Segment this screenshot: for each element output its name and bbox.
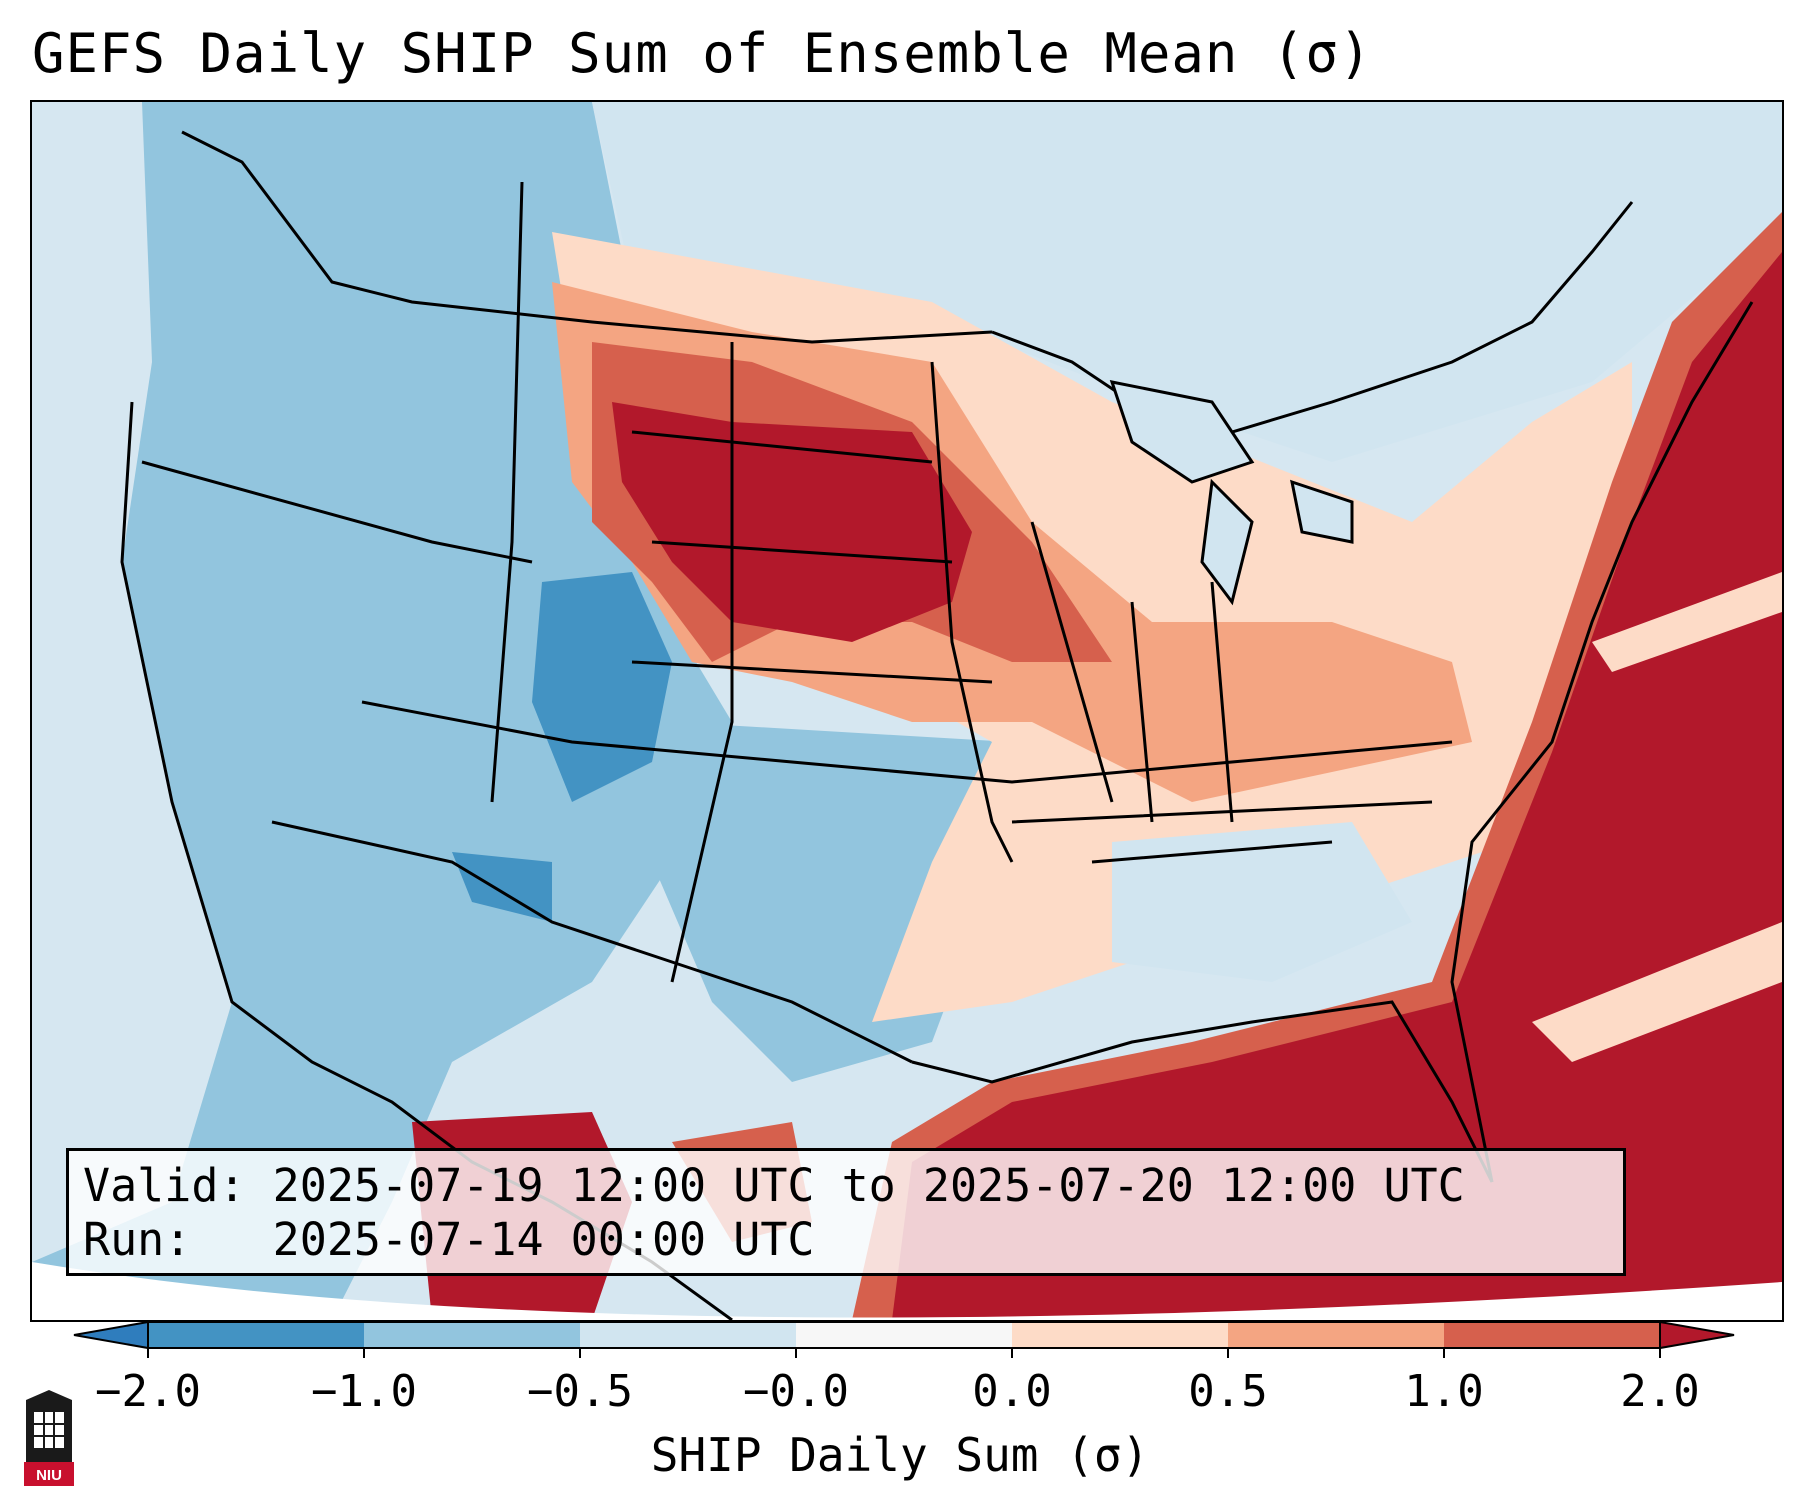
valid-value: 2025-07-19 12:00 UTC to 2025-07-20 12:00… [272,1159,1465,1212]
colorbar-tick-label: 1.0 [1404,1366,1484,1417]
region-southeast-light [1112,822,1412,982]
gulf-coast [911,1000,1494,1183]
state-line-h [1011,800,1433,864]
region-canada-light [592,102,1782,462]
logo-banner [24,1462,74,1486]
state-line-g [1030,521,1234,823]
run-row: Run: 2025-07-14 00:00 UTC [83,1213,1609,1267]
lake-superior [1109,380,1255,484]
projection-edge [32,1262,1782,1320]
valid-run-info-box: Valid: 2025-07-19 12:00 UTC to 2025-07-2… [66,1148,1626,1276]
run-prefix: Run: [83,1213,192,1266]
valid-prefix: Valid: [83,1159,246,1212]
colorbar-segment [796,1322,1012,1348]
run-value: 2025-07-14 00:00 UTC [272,1213,815,1266]
atlantic-coast [1450,301,1754,1183]
state-line-b [361,700,1453,784]
lake-michigan [1200,478,1254,606]
logo-text: NIU [36,1467,62,1484]
us-mexico-border [271,820,913,1064]
logo-roof [26,1390,72,1400]
colorbar-segment [1444,1322,1660,1348]
map-panel [30,100,1784,1322]
colorbar-segment [148,1322,364,1348]
logo-window-grid [34,1412,64,1448]
colorbar-tick-label: −0.5 [527,1366,633,1417]
state-line-c [490,181,524,803]
ship-field-map [32,102,1782,1320]
niu-logo: NIU [24,1390,74,1486]
colorbar-tick-label: 2.0 [1620,1366,1700,1417]
great-lakes-border [991,201,1634,434]
colorbar-label: SHIP Daily Sum (σ) [650,1428,1150,1482]
colorbar [73,1320,1735,1358]
colorbar-extend-low [73,1320,149,1350]
region-west-negative [32,102,732,1320]
valid-row: Valid: 2025-07-19 12:00 UTC to 2025-07-2… [83,1159,1609,1213]
colorbar-extend-high [1659,1320,1735,1350]
state-line-a [141,460,533,564]
map-title: GEFS Daily SHIP Sum of Ensemble Mean (σ) [32,22,1373,85]
colorbar-tick-label: 0.5 [1188,1366,1268,1417]
canada-border [181,130,993,344]
logo-window [34,1412,64,1448]
colorbar-segment [364,1322,580,1348]
region-colorado-strong-negative [532,572,672,802]
region-ocean-weak-streak-north [1592,572,1782,672]
lake-huron [1290,479,1354,544]
colorbar-tick-label: −2.0 [95,1366,201,1417]
colorbar-segment [580,1322,796,1348]
region-ocean-weak-streak [1532,922,1782,1062]
region-atlantic-strong-positive [892,252,1782,1320]
colorbar-segment [1228,1322,1444,1348]
colorbar-tick-label: 0.0 [972,1366,1052,1417]
state-line-d [670,342,734,983]
region-plains-strong-positive [612,402,972,642]
colorbar-tick-label: −0.0 [743,1366,849,1417]
great-lakes [1109,380,1354,606]
state-line-e [930,361,1014,863]
state-line-f [631,430,993,684]
colorbar-segment [1012,1322,1228,1348]
colorbar-tick-label: −1.0 [311,1366,417,1417]
colorbar-outline [147,1321,1661,1349]
region-arizona-strong-negative [452,852,552,922]
